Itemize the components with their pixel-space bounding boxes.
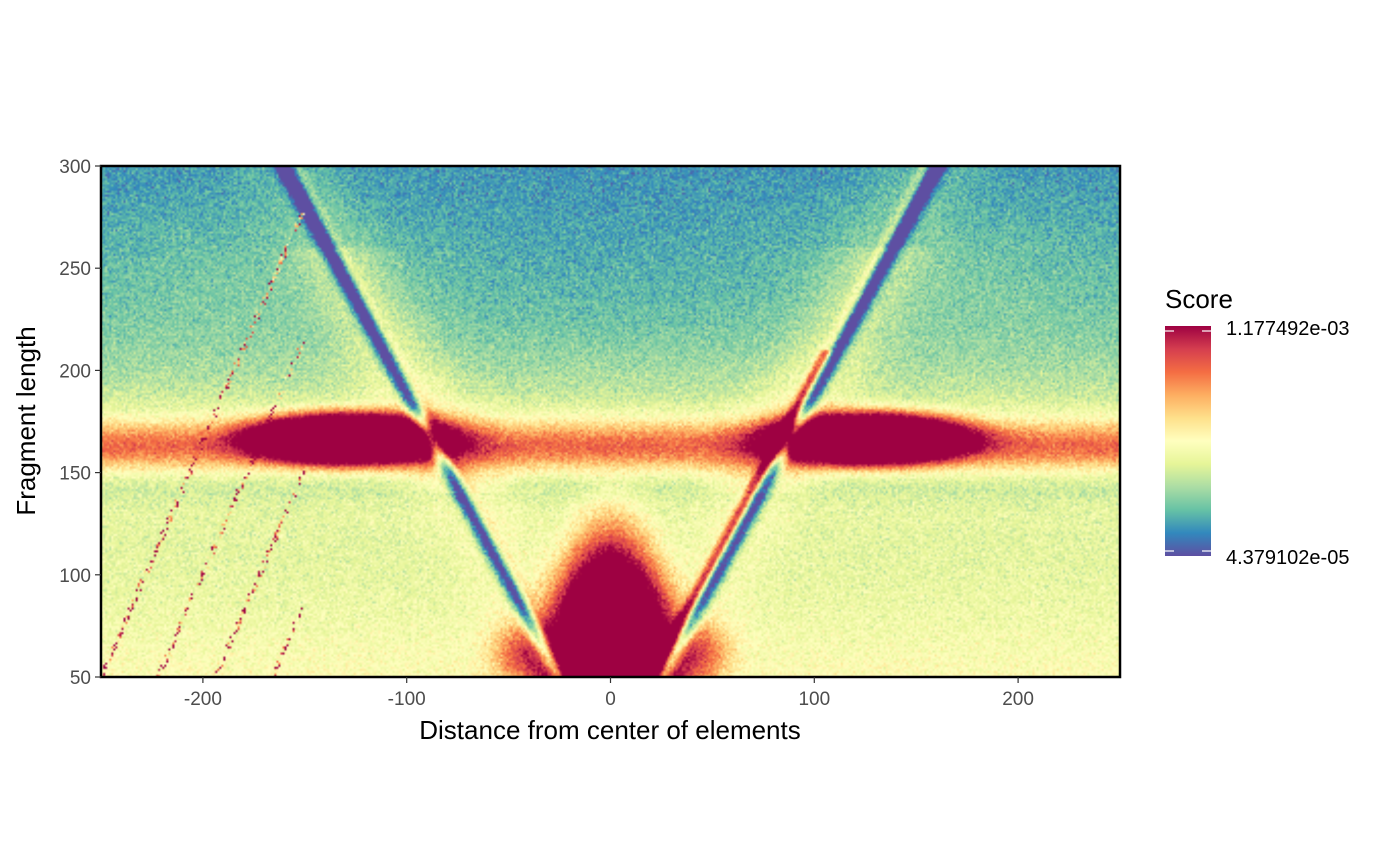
y-tick-label: 250 (59, 259, 91, 280)
legend-colorbar (1165, 326, 1211, 556)
y-axis: 50 100 150 200 250 300 (59, 157, 101, 689)
y-tick-label: 100 (59, 566, 91, 587)
legend: Score 1.177492e-03 4.379102e-05 (1165, 284, 1349, 569)
x-tick-label: 200 (1002, 689, 1034, 710)
x-tick-label: 100 (798, 689, 830, 710)
y-axis-title: Fragment length (11, 326, 41, 515)
x-axis: -200 -100 0 100 200 (184, 677, 1034, 710)
y-tick-label: 200 (59, 361, 91, 382)
y-tick-label: 300 (59, 157, 91, 178)
x-tick-label: -200 (184, 689, 222, 710)
x-axis-title: Distance from center of elements (419, 715, 801, 745)
heatmap-raster (101, 166, 1120, 677)
legend-title: Score (1165, 284, 1233, 314)
x-tick-label: -100 (388, 689, 426, 710)
x-tick-label: 0 (605, 689, 616, 710)
y-tick-label: 150 (59, 464, 91, 485)
y-tick-label: 50 (70, 668, 91, 689)
legend-min-label: 4.379102e-05 (1226, 547, 1349, 569)
legend-max-label: 1.177492e-03 (1226, 318, 1349, 340)
